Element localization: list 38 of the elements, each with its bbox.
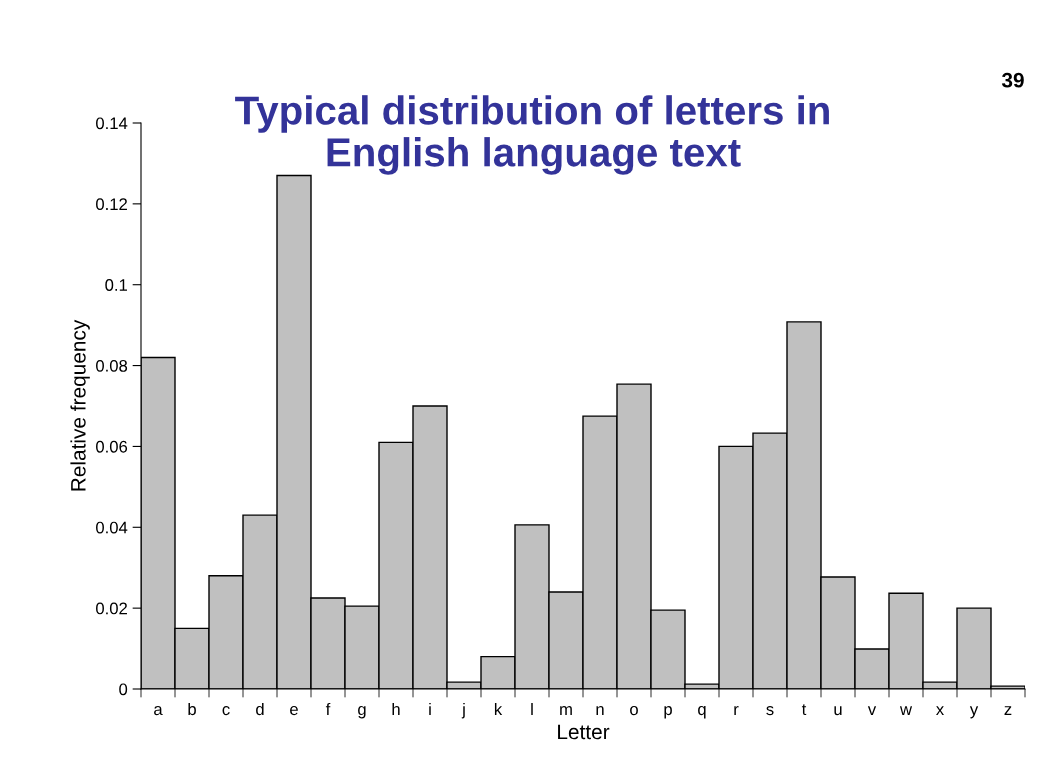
x-tick-label: j	[461, 702, 465, 719]
x-axis-title: Letter	[558, 724, 610, 740]
x-tick-label: x	[936, 706, 944, 715]
x-tick-label: v	[867, 706, 877, 715]
y-tick-label: 0.06	[96, 440, 128, 453]
y-tick-label: 0.14	[96, 117, 128, 130]
chart-title: Typical distribution of letters in English language text	[235, 95, 829, 175]
x-tick-label: r	[734, 706, 739, 715]
x-tick-label: e	[290, 706, 298, 716]
x-tick-label: a	[154, 706, 163, 716]
text: 39	[1001, 72, 1024, 88]
x-tick-label: k	[494, 702, 503, 715]
x-tick-label: n	[596, 706, 604, 715]
x-tick-label: w	[899, 706, 913, 715]
x-tick-label: t	[801, 704, 807, 716]
x-tick-label: p	[664, 706, 672, 719]
x-tick-label: s	[766, 706, 774, 716]
x-tick-label: l	[531, 702, 533, 715]
y-tick-label: 0.12	[96, 198, 127, 211]
x-tick-label: f	[325, 702, 331, 715]
x-tick-label: c	[222, 706, 230, 716]
x-tick-label: y	[969, 706, 979, 719]
x-tick-label: g	[358, 706, 366, 719]
y-tick-label: 0	[119, 683, 128, 696]
y-tick-label: 0.04	[96, 521, 128, 534]
x-tick-label: o	[630, 706, 638, 716]
x-tick-label: d	[256, 702, 264, 716]
x-tick-label: q	[698, 706, 706, 719]
x-tick-label: u	[834, 706, 842, 716]
y-axis-title: Relative frequency	[70, 319, 90, 491]
x-tick-label: h	[392, 702, 400, 715]
x-tick-label: i	[429, 702, 431, 715]
x-tick-label: m	[560, 706, 572, 715]
x-tick-label: z	[1004, 706, 1012, 715]
y-tick-label: 0.08	[96, 359, 128, 372]
y-tick-label: 0.02	[96, 602, 127, 615]
x-tick-label: b	[188, 702, 196, 716]
y-tick-label: 0.1	[105, 279, 127, 291]
